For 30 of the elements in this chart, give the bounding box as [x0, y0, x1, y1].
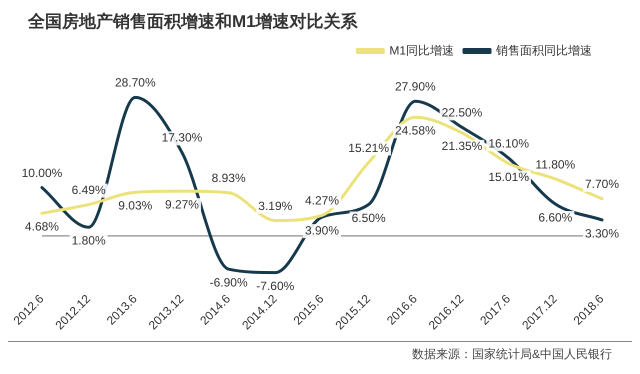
legend-label: M1同比增速 — [389, 43, 454, 58]
data-label: 9.03% — [118, 198, 153, 213]
data-label: 28.70% — [114, 76, 156, 90]
source-note: 数据来源：国家统计局&中国人民银行 — [8, 341, 632, 363]
data-label: 21.35% — [442, 139, 483, 154]
data-label: 3.30% — [584, 226, 620, 240]
data-label: 8.93% — [212, 171, 246, 186]
data-label: 17.30% — [162, 130, 203, 145]
data-label: 16.10% — [488, 136, 530, 151]
data-label: 3.19% — [258, 198, 293, 213]
data-label: -6.90% — [210, 276, 248, 290]
data-label: 24.58% — [394, 124, 436, 138]
data-label: 6.49% — [72, 182, 106, 197]
data-label: 9.27% — [164, 197, 200, 212]
data-label: 4.27% — [304, 194, 340, 208]
data-label: 15.21% — [348, 140, 390, 155]
data-label: 1.80% — [72, 234, 106, 248]
data-label: 27.90% — [394, 80, 436, 94]
data-label: 6.60% — [538, 210, 573, 224]
data-label: 10.00% — [22, 166, 63, 180]
data-label: 7.70% — [584, 177, 620, 192]
data-label: 6.50% — [352, 210, 386, 225]
legend-label: 销售面积同比增速 — [495, 43, 592, 58]
data-label: 22.50% — [442, 106, 483, 120]
data-label: -7.60% — [256, 278, 295, 293]
chart-title: 全国房地产销售面积增速和M1增速对比关系 — [26, 11, 359, 33]
data-label: 4.68% — [24, 220, 60, 234]
data-label: 11.80% — [535, 157, 576, 172]
data-label: 3.90% — [304, 223, 340, 238]
data-label: 15.01% — [488, 170, 530, 184]
